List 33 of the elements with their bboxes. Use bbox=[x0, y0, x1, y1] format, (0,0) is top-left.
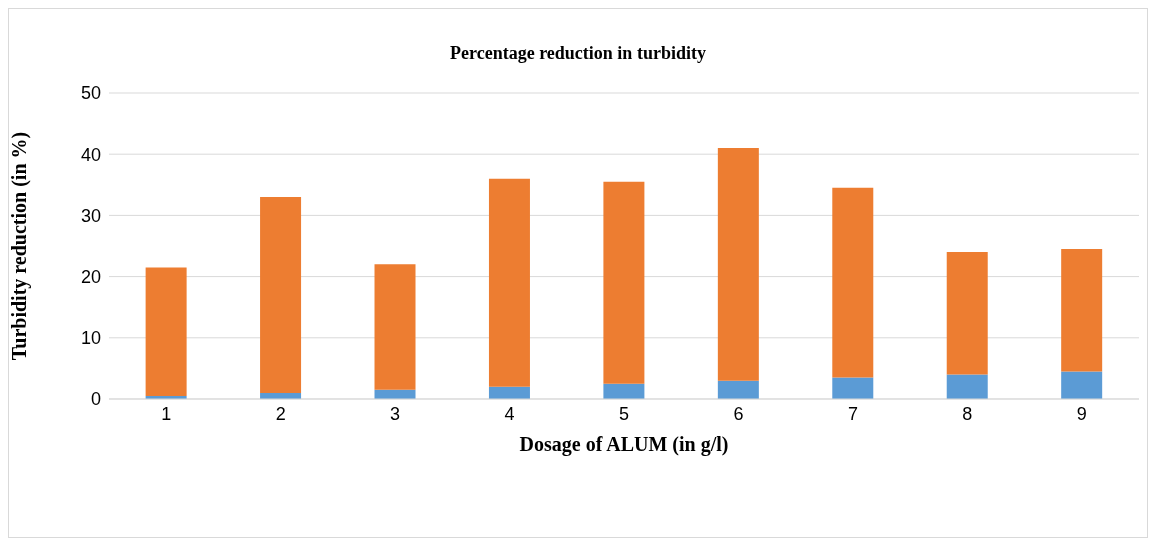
x-tick-label: 9 bbox=[1076, 403, 1087, 424]
x-axis-title: Dosage of ALUM (in g/l) bbox=[519, 433, 729, 456]
y-tick-label: 10 bbox=[80, 328, 101, 349]
y-tick-label: 50 bbox=[80, 83, 101, 104]
y-axis-title: Turbidity reduction (in %) bbox=[8, 131, 32, 361]
x-tick-label: 7 bbox=[847, 403, 858, 424]
bar bbox=[260, 197, 302, 393]
bar bbox=[603, 181, 645, 384]
y-tick-label: 30 bbox=[80, 205, 101, 226]
bar bbox=[946, 252, 988, 375]
x-tick-label: 1 bbox=[161, 403, 172, 424]
y-tick-label: 20 bbox=[80, 266, 101, 287]
x-tick-label: 3 bbox=[390, 403, 401, 424]
bar bbox=[832, 377, 874, 399]
y-tick-label: 40 bbox=[80, 144, 101, 165]
bar bbox=[603, 383, 645, 399]
bar bbox=[145, 267, 187, 396]
x-tick-label: 4 bbox=[504, 403, 515, 424]
bar bbox=[946, 374, 988, 399]
x-tick-label: 2 bbox=[275, 403, 286, 424]
bar bbox=[717, 148, 759, 381]
bar bbox=[832, 187, 874, 378]
bar bbox=[374, 264, 416, 390]
chart-title: Percentage reduction in turbidity bbox=[449, 43, 707, 64]
bar bbox=[717, 380, 759, 399]
bar bbox=[488, 386, 530, 399]
bar bbox=[1061, 249, 1103, 372]
x-tick-label: 6 bbox=[733, 403, 744, 424]
y-tick-label: 0 bbox=[90, 389, 101, 410]
bar bbox=[488, 178, 530, 387]
x-tick-label: 5 bbox=[618, 403, 630, 424]
x-tick-label: 8 bbox=[962, 403, 973, 424]
bar bbox=[1061, 371, 1103, 399]
